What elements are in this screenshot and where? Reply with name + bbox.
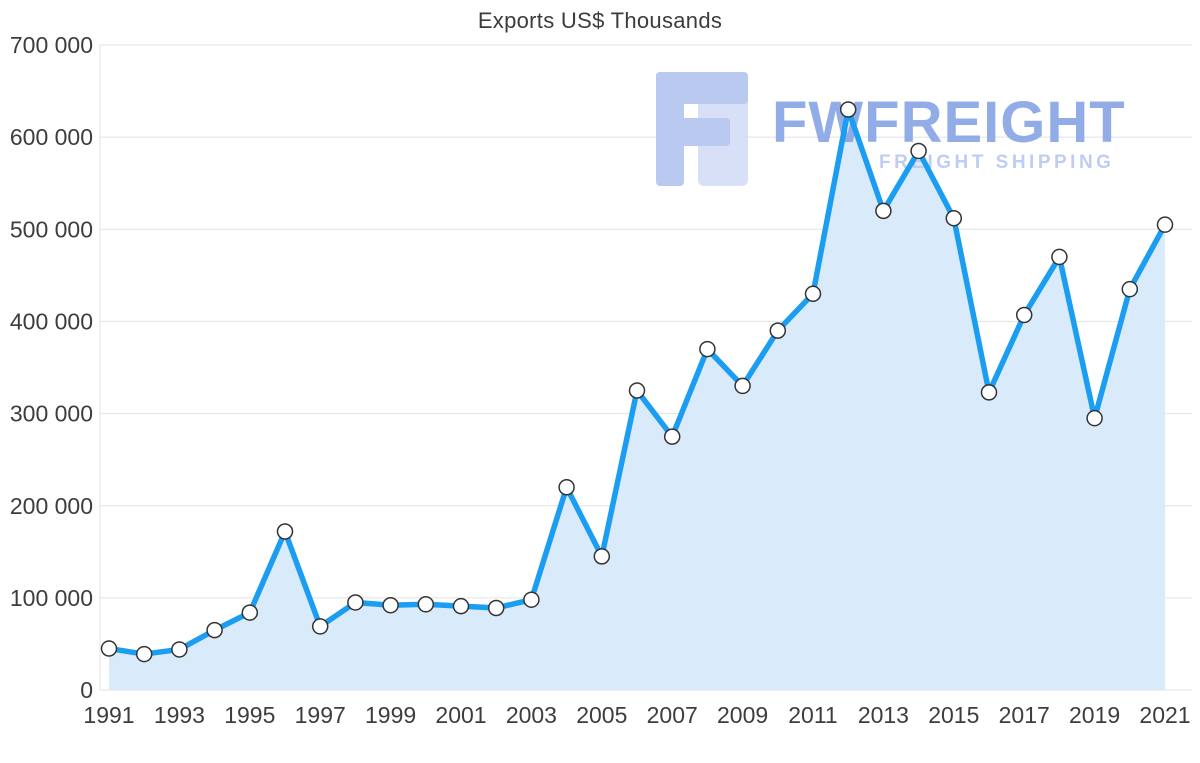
x-tick-label: 2001 <box>435 702 486 728</box>
fwfreight-logo-icon <box>656 72 748 186</box>
y-tick-label: 400 000 <box>10 308 93 334</box>
data-point-marker <box>1051 248 1068 266</box>
x-tick-label: 1995 <box>224 702 275 728</box>
logo-shape <box>656 72 748 104</box>
x-tick-label: 2015 <box>928 702 979 728</box>
data-point-marker <box>593 548 611 565</box>
logo-shape <box>656 118 730 146</box>
x-tick-label: 2017 <box>999 702 1050 728</box>
y-tick-label: 100 000 <box>10 585 93 611</box>
data-point-marker <box>945 209 963 227</box>
data-point-marker <box>487 599 505 617</box>
x-tick-label: 1997 <box>295 702 346 728</box>
watermark-brand: FWFREIGHT <box>772 90 1126 155</box>
x-tick-label: 2009 <box>717 702 768 728</box>
data-point-marker <box>206 621 223 639</box>
x-tick-label: 1999 <box>365 702 416 728</box>
data-point-marker <box>347 594 364 611</box>
y-tick-label: 600 000 <box>10 124 93 150</box>
data-point-marker <box>804 285 822 303</box>
data-point-marker <box>1015 306 1033 324</box>
data-point-marker <box>382 596 399 614</box>
x-tick-label: 2003 <box>506 702 557 728</box>
x-tick-label: 2005 <box>576 702 627 728</box>
x-tick-label: 2007 <box>647 702 698 728</box>
y-tick-label: 0 <box>80 677 93 703</box>
x-tick-label: 1993 <box>154 702 205 728</box>
x-axis-labels: 1991 1993 1995 1997 1999 2001 2003 2005 2007 2009… <box>83 702 1190 728</box>
data-point-marker <box>839 101 857 118</box>
data-point-marker <box>875 202 892 220</box>
data-points <box>100 101 1174 663</box>
x-tick-label: 2011 <box>788 702 837 728</box>
data-point-marker <box>1121 280 1139 298</box>
data-point-marker <box>452 597 470 615</box>
y-tick-label: 200 000 <box>10 493 93 519</box>
data-point-marker <box>417 596 435 613</box>
data-point-marker <box>910 142 927 160</box>
data-point-marker <box>523 591 540 608</box>
data-point-marker <box>558 479 575 496</box>
data-point-marker <box>100 640 118 657</box>
data-point-marker <box>699 340 716 358</box>
y-tick-label: 500 000 <box>10 216 93 242</box>
data-point-marker <box>734 377 751 395</box>
data-point-marker <box>135 645 153 663</box>
data-point-marker <box>769 322 787 339</box>
y-axis-labels: 0 100 000 200 000 300 000 400 000 500 000 600 … <box>10 32 93 703</box>
y-tick-label: 300 000 <box>10 401 93 427</box>
data-point-marker <box>1086 409 1103 427</box>
chart-title: Exports US$ Thousands <box>477 8 723 33</box>
data-point-marker <box>663 428 681 445</box>
x-tick-label: 2021 <box>1139 702 1190 728</box>
y-tick-label: 700 000 <box>10 32 93 58</box>
data-point-marker <box>241 604 259 621</box>
data-point-marker <box>276 523 294 540</box>
x-tick-label: 2013 <box>858 702 909 728</box>
x-tick-label: 1991 <box>83 702 134 728</box>
data-point-marker <box>628 382 646 399</box>
x-tick-label: 2019 <box>1069 702 1120 728</box>
data-point-marker <box>311 618 329 635</box>
watermark-subtitle: FREIGHT SHIPPING <box>879 152 1114 173</box>
data-point-marker <box>1156 216 1174 233</box>
data-point-marker <box>171 641 188 658</box>
data-point-marker <box>980 384 998 401</box>
